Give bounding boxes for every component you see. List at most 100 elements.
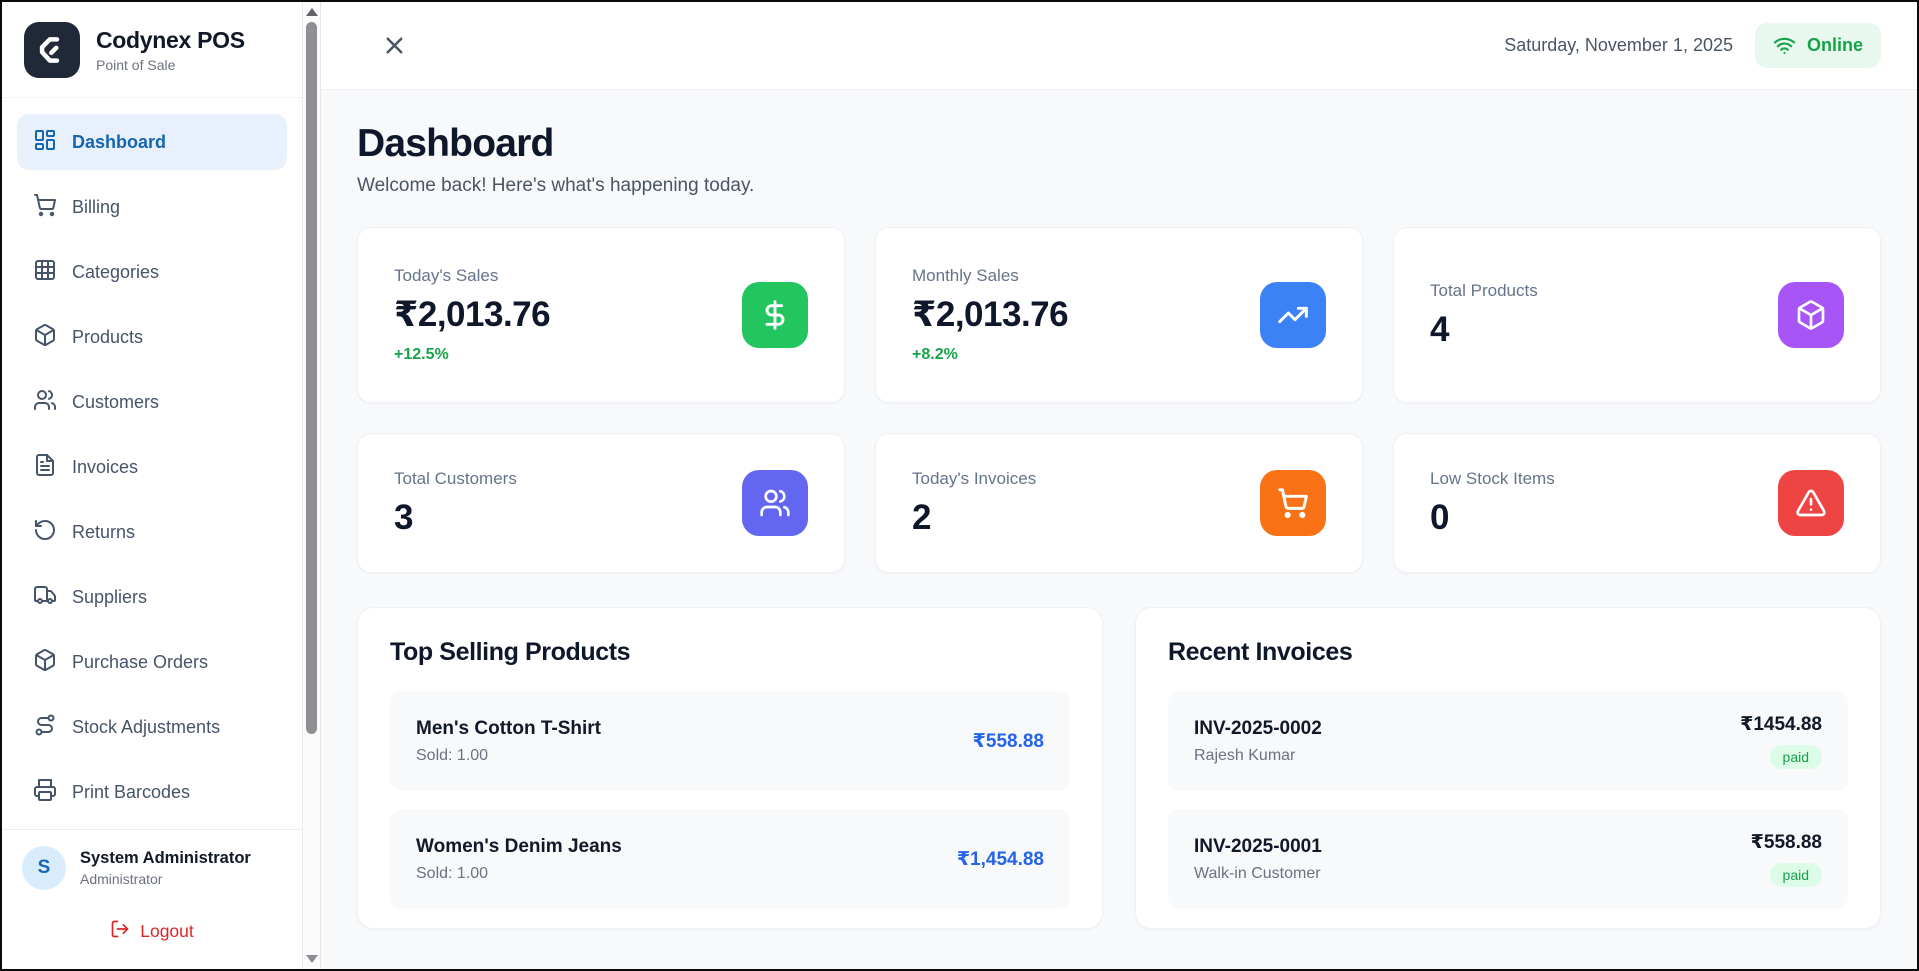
stat-card-todays-invoices: Today's Invoices 2 bbox=[875, 433, 1363, 573]
invoice-info: INV-2025-0001 Walk-in Customer bbox=[1194, 836, 1322, 883]
sidebar-item-invoices[interactable]: Invoices bbox=[17, 439, 287, 495]
stat-label: Today's Sales bbox=[394, 266, 499, 285]
user-role: Administrator bbox=[80, 871, 163, 887]
sidebar-item-billing[interactable]: Billing bbox=[17, 179, 287, 235]
wifi-icon bbox=[1773, 37, 1796, 55]
route-icon bbox=[33, 713, 57, 742]
stat-value: 4 bbox=[1430, 309, 1449, 349]
sidebar-item-label: Suppliers bbox=[72, 586, 148, 607]
online-status-badge: Online bbox=[1754, 23, 1881, 68]
users-icon bbox=[33, 388, 57, 417]
logout-label: Logout bbox=[140, 921, 194, 941]
invoice-row: INV-2025-0001 Walk-in Customer ₹558.88 p… bbox=[1168, 809, 1848, 909]
status-badge: paid bbox=[1769, 863, 1822, 887]
users-icon bbox=[742, 470, 808, 536]
recent-invoices-panel: Recent Invoices INV-2025-0002 Rajesh Kum… bbox=[1135, 607, 1881, 929]
recent-invoices-list: INV-2025-0002 Rajesh Kumar ₹1454.88 paid… bbox=[1168, 691, 1848, 909]
sidebar-item-categories[interactable]: Categories bbox=[17, 244, 287, 300]
avatar: S bbox=[22, 846, 66, 890]
product-info: Women's Denim Jeans Sold: 1.00 bbox=[416, 836, 622, 883]
stat-label: Monthly Sales bbox=[912, 266, 1019, 285]
sidebar-item-label: Print Barcodes bbox=[72, 781, 191, 802]
top-selling-list: Men's Cotton T-Shirt Sold: 1.00 ₹558.88 … bbox=[390, 691, 1070, 909]
product-amount: ₹558.88 bbox=[972, 730, 1044, 752]
invoice-customer: Rajesh Kumar bbox=[1194, 746, 1296, 764]
package-icon bbox=[33, 323, 57, 352]
sidebar-item-suppliers[interactable]: Suppliers bbox=[17, 569, 287, 625]
alert-triangle-icon bbox=[1778, 470, 1844, 536]
logout-button[interactable]: Logout bbox=[22, 908, 282, 955]
brand-name: Codynex POS bbox=[96, 26, 245, 53]
sidebar-item-products[interactable]: Products bbox=[17, 309, 287, 365]
sidebar-item-returns[interactable]: Returns bbox=[17, 504, 287, 560]
dashboard-content: Dashboard Welcome back! Here's what's ha… bbox=[321, 90, 1917, 969]
sidebar-item-customers[interactable]: Customers bbox=[17, 374, 287, 430]
truck-icon bbox=[33, 583, 57, 612]
user-name: System Administrator bbox=[80, 849, 251, 867]
sidebar-item-label: Stock Adjustments bbox=[72, 716, 221, 737]
stat-text: Total Customers 3 bbox=[394, 469, 517, 538]
invoice-right: ₹558.88 paid bbox=[1751, 831, 1822, 887]
page-subtitle: Welcome back! Here's what's happening to… bbox=[357, 175, 755, 196]
scroll-down-arrow-icon[interactable] bbox=[305, 955, 318, 963]
invoice-customer: Walk-in Customer bbox=[1194, 864, 1321, 882]
sidebar-item-label: Products bbox=[72, 326, 144, 347]
stat-label: Total Customers bbox=[394, 468, 517, 488]
stat-card-monthly-sales: Monthly Sales ₹2,013.76 +8.2% bbox=[875, 227, 1363, 403]
top-selling-products-panel: Top Selling Products Men's Cotton T-Shir… bbox=[357, 607, 1103, 929]
stat-text: Low Stock Items 0 bbox=[1430, 469, 1555, 538]
file-text-icon bbox=[33, 453, 57, 482]
stat-label: Total Products bbox=[1430, 280, 1538, 300]
dollar-sign-icon bbox=[742, 282, 808, 348]
user-profile: S System Administrator Administrator bbox=[2, 829, 302, 900]
invoice-row: INV-2025-0002 Rajesh Kumar ₹1454.88 paid bbox=[1168, 691, 1848, 791]
sidebar-item-label: Purchase Orders bbox=[72, 651, 209, 672]
stat-label: Today's Invoices bbox=[912, 468, 1037, 488]
sidebar-item-dashboard[interactable]: Dashboard bbox=[17, 114, 287, 170]
sidebar-item-print-barcodes[interactable]: Print Barcodes bbox=[17, 764, 287, 820]
shopping-cart-icon bbox=[33, 193, 57, 222]
grid-icon bbox=[33, 258, 57, 287]
invoice-info: INV-2025-0002 Rajesh Kumar bbox=[1194, 718, 1322, 765]
scroll-up-arrow-icon[interactable] bbox=[305, 8, 318, 16]
rotate-ccw-icon bbox=[33, 518, 57, 547]
sidebar-item-purchase-orders[interactable]: Purchase Orders bbox=[17, 634, 287, 690]
stat-card-todays-sales: Today's Sales ₹2,013.76 +12.5% bbox=[357, 227, 845, 403]
sidebar-scrollbar[interactable] bbox=[302, 2, 321, 969]
sidebar-item-label: Invoices bbox=[72, 456, 139, 477]
invoice-amount: ₹1454.88 bbox=[1740, 714, 1822, 735]
stat-delta: +8.2% bbox=[912, 346, 958, 363]
sidebar-nav: Dashboard Billing Categories Products Cu… bbox=[2, 98, 302, 829]
status-badge: paid bbox=[1769, 745, 1822, 769]
stat-text: Today's Sales ₹2,013.76 +12.5% bbox=[394, 266, 551, 364]
scrollbar-thumb[interactable] bbox=[306, 22, 317, 734]
sidebar-item-label: Billing bbox=[72, 196, 121, 217]
brand-text: Codynex POS Point of Sale bbox=[96, 27, 245, 73]
sidebar-item-label: Categories bbox=[72, 261, 160, 282]
product-sold: Sold: 1.00 bbox=[416, 864, 489, 882]
stat-card-low-stock-items: Low Stock Items 0 bbox=[1393, 433, 1881, 573]
stat-value: ₹2,013.76 bbox=[912, 295, 1069, 334]
invoice-amount: ₹558.88 bbox=[1750, 832, 1822, 853]
close-button[interactable] bbox=[377, 28, 412, 63]
codynex-logo-icon bbox=[24, 21, 80, 78]
stat-delta: +12.5% bbox=[394, 346, 449, 363]
stat-value: ₹2,013.76 bbox=[394, 295, 551, 334]
invoice-right: ₹1454.88 paid bbox=[1740, 713, 1822, 769]
brand-header: Codynex POS Point of Sale bbox=[2, 2, 302, 98]
stats-grid: Today's Sales ₹2,013.76 +12.5% Monthly S… bbox=[357, 227, 1881, 573]
package-icon bbox=[1778, 282, 1844, 348]
brand-tagline: Point of Sale bbox=[96, 56, 176, 73]
stat-value: 2 bbox=[912, 497, 931, 537]
trending-up-icon bbox=[1260, 282, 1326, 348]
product-name: Men's Cotton T-Shirt bbox=[416, 717, 601, 739]
stat-text: Today's Invoices 2 bbox=[912, 469, 1036, 538]
product-sold: Sold: 1.00 bbox=[416, 746, 489, 764]
sidebar-item-stock-adjustments[interactable]: Stock Adjustments bbox=[17, 699, 287, 755]
stat-text: Total Products 4 bbox=[1430, 281, 1538, 350]
stat-card-total-customers: Total Customers 3 bbox=[357, 433, 845, 573]
invoice-number: INV-2025-0002 bbox=[1194, 717, 1322, 739]
stat-value: 3 bbox=[394, 497, 413, 537]
invoice-number: INV-2025-0001 bbox=[1194, 835, 1322, 857]
user-text: System Administrator Administrator bbox=[80, 849, 251, 887]
